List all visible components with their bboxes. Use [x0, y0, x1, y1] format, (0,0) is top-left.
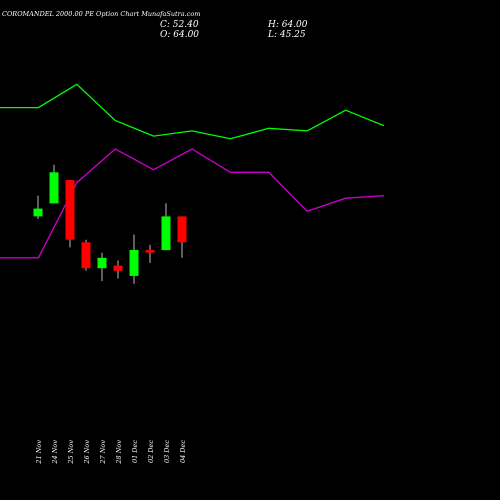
x-tick-label: 26 Nov [83, 440, 91, 465]
x-tick-label: 25 Nov [67, 440, 75, 465]
x-tick-label: 27 Nov [99, 440, 107, 465]
candle [65, 180, 75, 248]
open-label: O: 64.00 [160, 30, 199, 40]
close-label: C: 52.40 [160, 20, 199, 30]
candles-group [33, 164, 187, 284]
x-tick-label: 24 Nov [51, 440, 59, 465]
candle [49, 164, 59, 204]
line-series-group [0, 83, 385, 259]
candle-body [81, 242, 91, 269]
line-series-1 [0, 148, 385, 259]
candle [33, 195, 43, 219]
x-tick-labels: 21 Nov 24 Nov 25 Nov 26 Nov 27 Nov 28 Nov 01 D… [35, 440, 187, 465]
low-label: L: 45.25 [267, 30, 306, 40]
candle-body [49, 172, 59, 204]
candle [113, 260, 123, 279]
x-tick-label: 02 Dec [147, 440, 155, 463]
x-tick-label: 03 Dec [163, 440, 171, 463]
candle-body [129, 250, 139, 276]
x-tick-label: 21 Nov [35, 440, 43, 465]
high-label: H: 64.00 [267, 20, 308, 30]
candle-body [97, 257, 107, 269]
candle [81, 239, 91, 271]
candle [129, 234, 139, 284]
candle-body [113, 265, 123, 271]
candle [161, 203, 171, 251]
candle-body [177, 216, 187, 243]
x-tick-label: 28 Nov [115, 440, 123, 465]
candle [177, 216, 187, 258]
candle-body [65, 180, 75, 240]
chart-title: COROMANDEL 2000.00 PE Option Chart Munaf… [2, 10, 200, 18]
x-tick-label: 04 Dec [179, 440, 187, 463]
candle-body [161, 216, 171, 251]
candle-body [145, 250, 155, 253]
candle [145, 244, 155, 263]
candle [97, 252, 107, 282]
candle-body [33, 208, 43, 217]
x-tick-label: 01 Dec [131, 440, 139, 463]
line-series-0 [0, 83, 385, 140]
